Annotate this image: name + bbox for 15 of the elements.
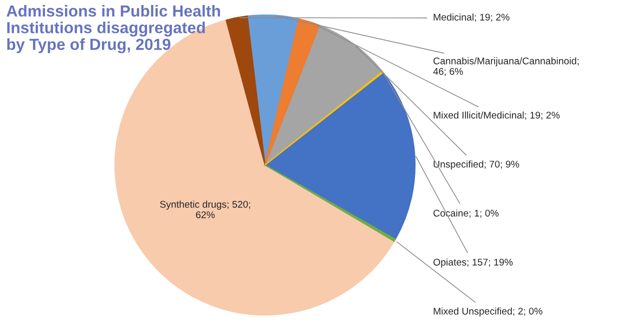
pie-slice [264, 24, 383, 166]
slice-label: Medicinal; 19; 2% [434, 13, 510, 22]
slice-label: Cannabis/Marijuana/Cannabinoid; 46; 6% [433, 57, 579, 76]
slice-label: Mixed Unspecified; 2; 0% [434, 307, 542, 317]
pie-slice [226, 16, 266, 166]
pie-slice [264, 164, 396, 242]
pie-slice [264, 71, 384, 166]
slice-label: Mixed Illicit/Medicinal; 19; 2% [434, 111, 560, 120]
slice-label: Opiates; 157; 19% [433, 258, 513, 268]
chart-title: Admissions in Public Health Institutions disaggregated by Type of Drug, 2019 [6, 4, 220, 54]
pie-slice [264, 18, 320, 166]
slice-label: Cocaine; 1; 0% [433, 209, 499, 218]
slice-label: Synthetic drugs; 520; 62% [160, 200, 250, 218]
pie-slice [264, 72, 416, 240]
slice-label: Unspecified; 70; 9% [434, 160, 520, 170]
